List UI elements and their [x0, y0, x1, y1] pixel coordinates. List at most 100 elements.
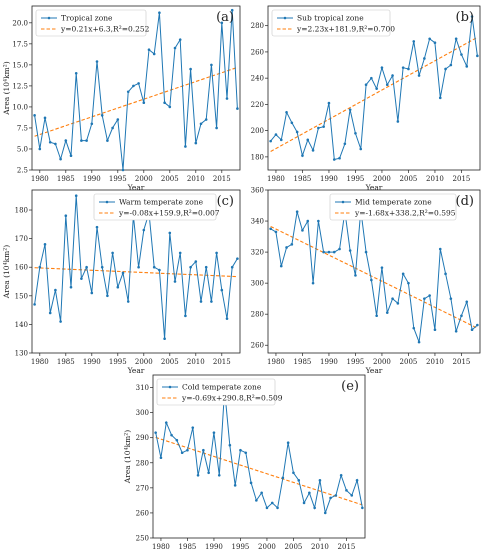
data-point [210, 63, 213, 67]
plot-frame [267, 5, 481, 171]
data-point [64, 139, 68, 142]
y-tick-label: 360 [251, 187, 264, 195]
data-point [80, 277, 83, 280]
data-point [428, 37, 431, 41]
data-point [322, 125, 325, 129]
x-tick-label: 2015 [213, 358, 231, 366]
data-point [189, 265, 192, 269]
series-line [270, 210, 478, 343]
data-point [317, 219, 320, 223]
x-tick-label: 1985 [294, 175, 312, 183]
y-tick-label: 200 [251, 127, 264, 135]
data-point [327, 250, 331, 254]
x-tick-label: 1985 [294, 358, 312, 366]
data-point [158, 11, 161, 15]
x-tick-label: 2005 [400, 358, 418, 366]
panel-tag: (d) [456, 194, 474, 209]
data-point [236, 107, 239, 110]
data-point [126, 90, 130, 94]
x-tick-label: 1995 [347, 358, 365, 366]
data-point [168, 105, 172, 109]
x-tick-label: 2000 [135, 175, 153, 183]
data-point [327, 101, 331, 105]
x-tick-label: 1990 [83, 175, 101, 183]
legend-box [156, 378, 276, 406]
data-point [385, 311, 389, 314]
series-line [34, 195, 238, 339]
data-point [444, 67, 447, 71]
data-point [286, 441, 290, 445]
x-tick-label: 1995 [232, 543, 250, 550]
data-point [69, 285, 73, 289]
data-point [285, 246, 288, 249]
data-point [279, 264, 283, 268]
data-point [423, 57, 426, 60]
data-point [332, 250, 336, 254]
data-point [180, 451, 184, 455]
data-point [199, 122, 203, 126]
data-point [306, 219, 310, 223]
data-point [121, 271, 125, 275]
x-tick-label: 2015 [453, 358, 471, 366]
x-tick-label: 1990 [205, 543, 223, 550]
data-point [173, 280, 177, 283]
legend-trend-label: y=-0.08x+159.9,R²=0.007 [118, 209, 220, 218]
data-point [396, 120, 400, 123]
data-point [454, 329, 458, 333]
legend-series-marker [168, 385, 172, 389]
y-tick-label: 290 [136, 434, 149, 442]
data-point [470, 15, 474, 18]
data-point [194, 260, 198, 263]
x-tick-label: 1990 [83, 358, 101, 366]
data-point [338, 156, 341, 160]
data-point [163, 337, 166, 341]
panel-tag: (e) [341, 379, 359, 394]
y-tick-label: 320 [251, 249, 264, 257]
data-point [313, 506, 316, 510]
y-axis-label: Area (10⁴km²) [2, 245, 11, 299]
chart-panel-4: 1980 1985 1990 1995 2000 2005 2010 2015 260 280 30… [251, 187, 481, 375]
data-point [292, 471, 295, 475]
data-point [220, 288, 224, 292]
data-point [465, 65, 469, 68]
data-point [48, 140, 52, 144]
chart-panel-2: 1980 1985 1990 1995 2000 2005 2010 2015 180 200 22… [251, 5, 481, 192]
legend-box [35, 9, 147, 37]
x-tick-label: 2010 [426, 175, 444, 183]
trend-line [34, 66, 238, 137]
x-tick-label: 2015 [453, 175, 471, 183]
data-point [423, 297, 426, 300]
plot-frame [31, 5, 241, 171]
data-point [217, 474, 221, 477]
data-point [385, 83, 389, 87]
data-point [364, 250, 368, 254]
x-axis-label: Year [365, 183, 383, 192]
data-point [215, 126, 218, 130]
legend-trend-label: y=0.21x+6.3,R²=0.252 [60, 25, 150, 34]
data-point [168, 231, 172, 235]
data-point [116, 285, 120, 289]
data-point [311, 281, 315, 285]
y-tick-label: 170 [15, 235, 28, 243]
data-point [194, 141, 198, 145]
legend-trend-label: y=2.23x+181.9,R²=0.700 [296, 25, 395, 34]
trend-line [34, 267, 238, 278]
data-point [249, 481, 253, 485]
x-tick-label: 2015 [213, 175, 231, 183]
data-point [308, 491, 311, 495]
data-point [159, 456, 163, 460]
x-tick-label: 2000 [373, 175, 391, 183]
data-point [329, 496, 332, 500]
data-point [332, 158, 336, 161]
panel-tag: (c) [217, 194, 234, 209]
data-point [152, 52, 156, 56]
y-tick-label: 340 [251, 218, 264, 226]
legend-series-marker [341, 200, 345, 204]
data-point [228, 443, 232, 447]
legend-series-label: Cold temperate zone [182, 383, 262, 392]
data-point [126, 300, 130, 303]
data-point [152, 265, 156, 269]
y-tick-label: 280 [136, 459, 149, 467]
data-point [106, 294, 109, 298]
